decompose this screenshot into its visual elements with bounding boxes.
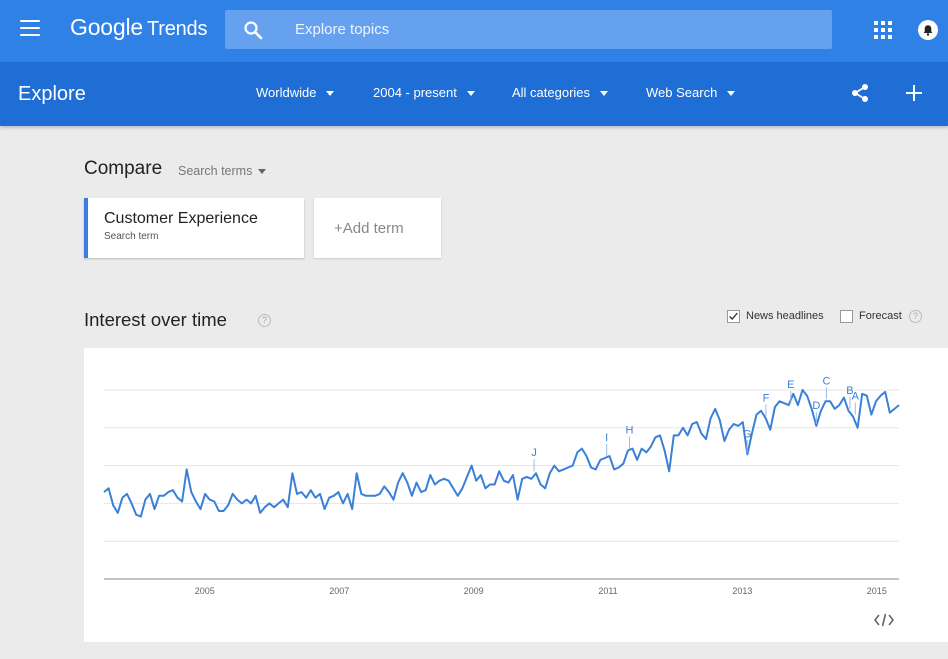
explore-bar: Explore Worldwide 2004 - present All cat…: [0, 62, 948, 126]
explore-title: Explore: [18, 83, 86, 105]
add-term-button[interactable]: +Add term: [314, 198, 441, 258]
news-headlines-checkbox[interactable]: [727, 310, 740, 323]
annotation-label-f: F: [763, 392, 770, 404]
logo-trends-text: Trends: [146, 18, 208, 40]
apps-grid-icon[interactable]: [874, 21, 892, 39]
news-headlines-label: News headlines: [746, 310, 824, 322]
category-filter-label: All categories: [512, 85, 591, 100]
caret-down-icon: [326, 91, 335, 97]
search-box[interactable]: [225, 10, 832, 49]
interest-over-time-title: Interest over time: [84, 309, 227, 330]
category-filter[interactable]: All categories: [512, 85, 609, 100]
annotation-label-a: A: [852, 390, 860, 402]
compare-title: Compare: [84, 158, 163, 179]
x-tick-label: 2007: [329, 586, 349, 596]
interest-over-time-chart[interactable]: 2005 2007 2009 2011 2013 2015 AB C D E F G H I J: [84, 348, 948, 642]
checkmark-icon: [729, 312, 738, 321]
caret-down-icon: [258, 169, 267, 175]
logo-google-text: Google: [70, 14, 143, 40]
annotation-label-h: H: [626, 424, 634, 436]
top-bar: Google Trends: [0, 0, 948, 62]
search-term-type: Search term: [104, 231, 159, 242]
x-tick-label: 2005: [195, 586, 215, 596]
location-filter-label: Worldwide: [256, 85, 317, 100]
notifications-button[interactable]: [918, 20, 938, 40]
search-input[interactable]: [295, 10, 815, 49]
share-icon[interactable]: [849, 82, 871, 104]
annotation-label-g: G: [743, 428, 752, 440]
x-tick-label: 2015: [867, 586, 887, 596]
forecast-label: Forecast: [859, 310, 902, 322]
help-icon[interactable]: ?: [258, 314, 271, 327]
annotation-label-i: I: [605, 432, 608, 444]
search-type-filter[interactable]: Web Search: [646, 85, 736, 100]
google-trends-logo[interactable]: Google Trends: [70, 14, 207, 41]
annotation-label-d: D: [812, 400, 820, 412]
time-range-filter[interactable]: 2004 - present: [373, 85, 475, 100]
search-terms-dropdown[interactable]: Search terms: [178, 164, 267, 178]
x-tick-label: 2013: [732, 586, 752, 596]
search-term-card[interactable]: Customer Experience Search term: [84, 198, 304, 258]
embed-code-icon[interactable]: [874, 613, 894, 627]
series-line: [103, 389, 900, 518]
x-tick-label: 2009: [464, 586, 484, 596]
search-terms-dropdown-label: Search terms: [178, 164, 253, 178]
add-icon[interactable]: [905, 84, 923, 102]
annotation-label-j: J: [531, 447, 537, 459]
caret-down-icon: [727, 91, 736, 97]
search-icon[interactable]: [243, 20, 263, 40]
hamburger-menu-icon[interactable]: [20, 20, 40, 36]
caret-down-icon: [466, 91, 475, 97]
annotation-label-e: E: [787, 379, 794, 391]
time-range-filter-label: 2004 - present: [373, 85, 457, 100]
add-term-label: +Add term: [334, 220, 404, 237]
annotation-label-c: C: [822, 375, 830, 387]
annotation-label-b: B: [846, 385, 853, 397]
search-type-filter-label: Web Search: [646, 85, 718, 100]
bell-icon: [923, 25, 933, 36]
search-term-name: Customer Experience: [104, 210, 258, 227]
interest-chart-card: 2005 2007 2009 2011 2013 2015 A B C D E F G H I J: [84, 348, 948, 642]
location-filter[interactable]: Worldwide: [256, 85, 335, 100]
forecast-help-icon[interactable]: ?: [909, 310, 922, 323]
x-tick-label: 2011: [598, 586, 617, 596]
caret-down-icon: [600, 91, 609, 97]
forecast-checkbox[interactable]: [840, 310, 853, 323]
